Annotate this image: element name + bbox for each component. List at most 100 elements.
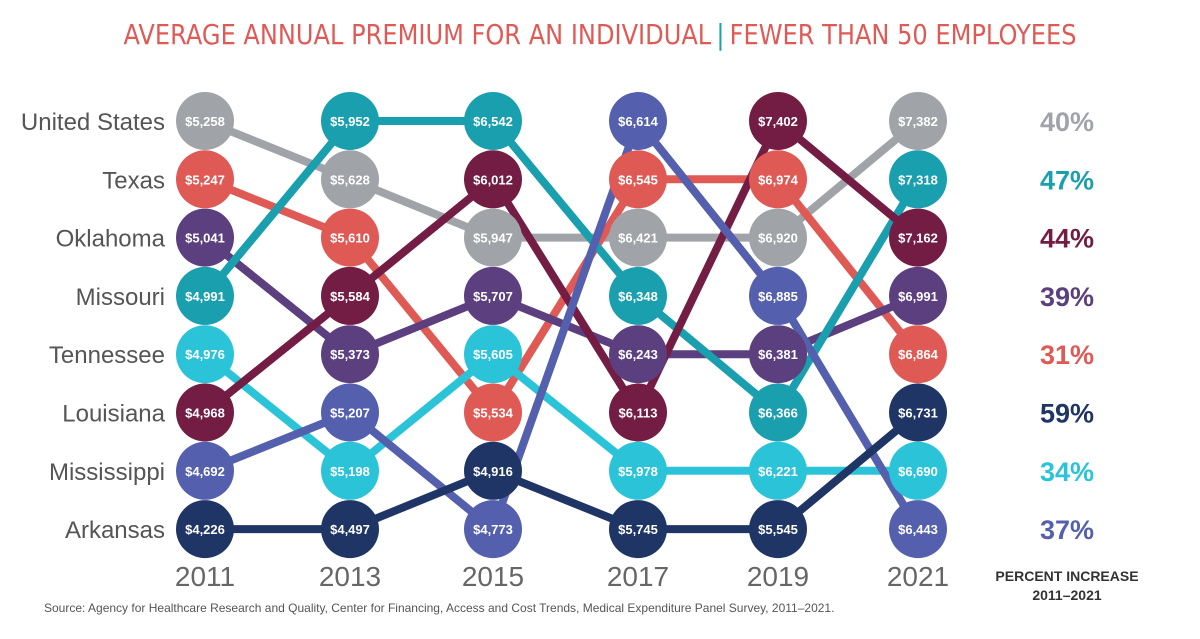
data-point-circle: [176, 325, 234, 384]
data-point-missouri-2015: $6,542: [464, 92, 522, 150]
data-label: $5,628: [330, 172, 370, 187]
data-label: $4,916: [473, 464, 513, 479]
data-point-tennessee-2013: $5,198: [321, 441, 379, 500]
data-point-oklahoma-2011: $5,041: [176, 208, 234, 267]
data-point-louisiana-2017: $6,113: [609, 383, 667, 442]
row-label-tennessee: Tennessee: [49, 342, 165, 369]
percent-increase-label: 37%: [1040, 515, 1094, 545]
data-point-circle: [889, 266, 947, 325]
data-point-circle: [889, 208, 947, 267]
data-point-tennessee-2019: $6,221: [749, 441, 807, 500]
data-point-tennessee-2021: $6,690: [889, 441, 947, 500]
data-point-circle: [321, 441, 379, 500]
data-point-circle: [749, 441, 807, 500]
data-point-oklahoma-2021: $6,991: [889, 266, 947, 325]
percent-increase-label: 34%: [1040, 457, 1094, 487]
data-label: $5,947: [473, 231, 513, 246]
data-point-oklahoma-2017: $6,243: [609, 325, 667, 384]
data-points: $5,258 $5,628 $5,947 $6,421 $6,920 $7,382 $5,2…: [176, 92, 947, 559]
data-label: $6,381: [758, 347, 798, 362]
axis-labels: United States Texas Oklahoma Missouri Tennes…: [21, 107, 1139, 603]
data-label: $6,421: [618, 231, 658, 246]
data-point-mississippi-2021: $6,443: [889, 500, 947, 559]
data-label: $6,974: [758, 172, 799, 187]
data-label: $7,162: [898, 231, 938, 246]
data-label: $6,731: [898, 406, 938, 421]
data-label: $6,221: [758, 464, 798, 479]
data-point-circle: [176, 500, 234, 559]
data-point-circle: [749, 266, 807, 325]
data-point-united-states-2017: $6,421: [609, 208, 667, 267]
data-point-circle: [176, 208, 234, 267]
year-label-2019: 2019: [747, 561, 809, 592]
data-label: $6,243: [618, 347, 658, 362]
year-label-2013: 2013: [319, 561, 381, 592]
data-label: $5,745: [618, 522, 658, 537]
data-point-texas-2015: $5,534: [464, 383, 522, 442]
percent-increase-label: 40%: [1040, 107, 1094, 137]
title-separator: |: [716, 18, 725, 51]
data-point-circle: [321, 500, 379, 559]
data-point-circle: [749, 150, 807, 209]
data-point-oklahoma-2015: $5,707: [464, 266, 522, 325]
data-point-missouri-2021: $7,318: [889, 150, 947, 209]
data-point-texas-2013: $5,610: [321, 208, 379, 267]
row-label-arkansas: Arkansas: [65, 517, 165, 544]
data-point-circle: [176, 441, 234, 500]
data-label: $6,443: [898, 522, 938, 537]
data-point-oklahoma-2013: $5,373: [321, 325, 379, 384]
percent-increase-label: 47%: [1040, 165, 1094, 195]
percent-increase-label: 59%: [1040, 399, 1094, 429]
data-label: $4,692: [185, 464, 225, 479]
data-point-circle: [889, 500, 947, 559]
data-point-missouri-2019: $6,366: [749, 383, 807, 442]
data-point-circle: [609, 500, 667, 559]
data-point-circle: [321, 150, 379, 209]
data-point-circle: [464, 325, 522, 384]
data-point-arkansas-2015: $4,916: [464, 441, 522, 500]
data-label: $5,952: [330, 114, 370, 129]
data-label: $4,991: [185, 289, 225, 304]
data-point-mississippi-2019: $6,885: [749, 266, 807, 325]
data-label: $6,991: [898, 289, 938, 304]
data-label: $6,614: [618, 114, 659, 129]
data-point-tennessee-2017: $5,978: [609, 441, 667, 500]
data-label: $5,707: [473, 289, 513, 304]
data-point-circle: [464, 150, 522, 209]
title-part-2: FEWER THAN 50 EMPLOYEES: [729, 18, 1077, 51]
data-point-circle: [889, 92, 947, 150]
data-point-louisiana-2019: $7,402: [749, 92, 807, 150]
data-point-arkansas-2019: $5,545: [749, 500, 807, 559]
year-label-2021: 2021: [887, 561, 949, 592]
data-point-missouri-2013: $5,952: [321, 92, 379, 150]
data-point-circle: [749, 208, 807, 267]
data-label: $5,534: [473, 406, 514, 421]
data-point-tennessee-2015: $5,605: [464, 325, 522, 384]
data-point-circle: [464, 500, 522, 559]
data-point-circle: [889, 325, 947, 384]
data-point-tennessee-2011: $4,976: [176, 325, 234, 384]
data-point-circle: [609, 92, 667, 150]
data-label: $6,920: [758, 231, 798, 246]
data-label: $6,113: [618, 406, 657, 421]
data-label: $5,258: [185, 114, 225, 129]
data-point-oklahoma-2019: $6,381: [749, 325, 807, 384]
data-point-circle: [749, 500, 807, 559]
data-label: $4,497: [330, 522, 370, 537]
data-label: $6,885: [758, 289, 798, 304]
row-label-oklahoma: Oklahoma: [56, 226, 166, 253]
data-label: $6,690: [898, 464, 938, 479]
data-point-louisiana-2013: $5,584: [321, 266, 379, 325]
row-label-united-states: United States: [21, 109, 165, 136]
data-point-circle: [464, 383, 522, 442]
data-point-missouri-2017: $6,348: [609, 266, 667, 325]
data-point-arkansas-2011: $4,226: [176, 500, 234, 559]
data-point-texas-2019: $6,974: [749, 150, 807, 209]
year-label-2015: 2015: [462, 561, 524, 592]
chart-title: AVERAGE ANNUAL PREMIUM FOR AN INDIVIDUAL…: [84, 18, 1116, 51]
row-label-mississippi: Mississippi: [49, 459, 165, 486]
data-point-texas-2017: $6,545: [609, 150, 667, 209]
data-label: $4,773: [473, 522, 513, 537]
series-lines: [201, 117, 922, 534]
